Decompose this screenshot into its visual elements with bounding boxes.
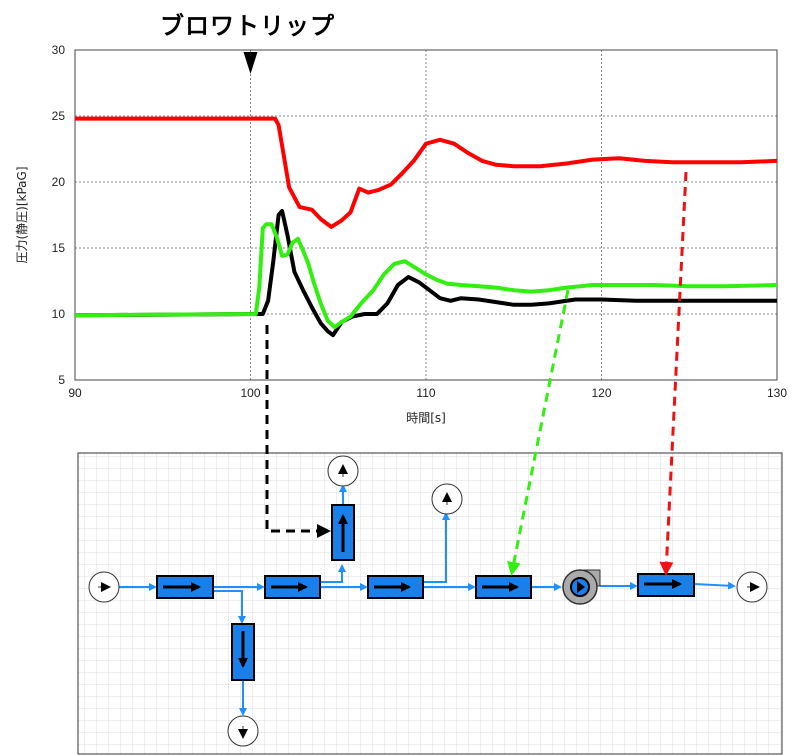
trip-annotation-label: ブロワトリップ: [160, 12, 335, 40]
y-tick-label: 20: [52, 175, 66, 189]
x-tick-label: 100: [240, 386, 260, 400]
duct-element: [331, 504, 355, 561]
x-tick-label: 90: [68, 386, 82, 400]
pressure-chart: 5 10 15 20 25 30 90 100 110 120 130 時間[s] 圧力(静圧)[…: [15, 43, 787, 425]
series-line-2: [74, 209, 777, 338]
outlet-boundary-node: [227, 715, 259, 747]
pipe: [693, 581, 736, 590]
duct-element: [367, 575, 424, 599]
series-lines: [74, 116, 778, 338]
black-dashed-indicator-arrow: [265, 325, 331, 538]
outlet-boundary-node: [431, 483, 463, 515]
green-dashed-indicator-arrow: [507, 289, 570, 576]
y-axis-label: 圧力(静圧)[kPaG]: [15, 166, 29, 263]
x-tick-label: 130: [767, 386, 787, 400]
x-tick-labels: 90 100 110 120 130: [68, 386, 787, 400]
pipe-network: [118, 484, 736, 716]
series-line-3: [74, 222, 778, 330]
y-tick-label: 5: [58, 373, 65, 387]
pipe: [320, 564, 346, 583]
series-line-1: [75, 116, 778, 229]
y-tick-label: 25: [52, 109, 66, 123]
y-tick-label: 15: [52, 241, 66, 255]
x-axis-label: 時間[s]: [406, 411, 446, 425]
trip-marker-icon: [243, 52, 258, 74]
red-dashed-indicator-arrow: [659, 171, 688, 576]
y-tick-labels: 5 10 15 20 25 30: [52, 43, 66, 387]
duct-element: [231, 623, 255, 681]
duct-element: [637, 573, 695, 597]
pipe-elements: [156, 504, 695, 681]
duct-element: [156, 575, 214, 599]
y-tick-label: 30: [52, 43, 66, 57]
blower-icon: [562, 569, 601, 605]
boundary-nodes: [88, 455, 768, 747]
pipe: [423, 512, 450, 583]
pipe: [213, 590, 246, 624]
y-tick-label: 10: [52, 307, 66, 321]
outlet-boundary-node: [736, 571, 768, 603]
duct-element: [264, 575, 321, 599]
diagram-panel: [77, 452, 783, 755]
x-tick-label: 110: [416, 386, 435, 400]
outlet-boundary-node: [327, 455, 359, 487]
plot-frame: [74, 49, 778, 381]
x-tick-label: 120: [591, 386, 611, 400]
duct-element: [475, 575, 532, 599]
inlet-boundary-node: [88, 571, 120, 603]
